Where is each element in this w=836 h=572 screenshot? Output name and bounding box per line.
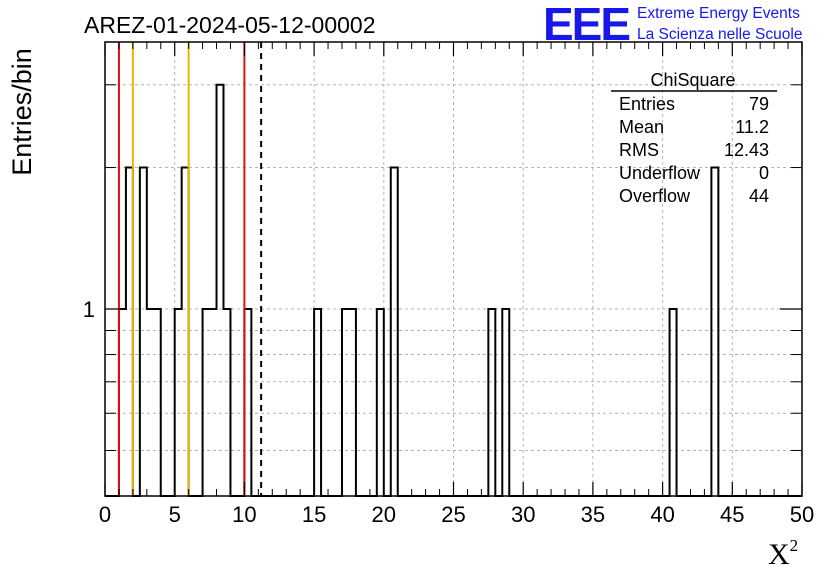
chart-title: AREZ-01-2024-05-12-00002 — [84, 12, 376, 38]
plot-frame — [104, 41, 803, 497]
stats-box: ChiSquare Entries 79 Mean 11.2 RMS 12.43 Under… — [611, 70, 777, 206]
y-axis-label: Entries/bin — [7, 48, 37, 176]
x-tick-label: 20 — [372, 502, 396, 527]
x-tick-label: 5 — [169, 502, 181, 527]
stats-title: ChiSquare — [650, 70, 735, 90]
stats-label: Underflow — [619, 163, 701, 183]
x-axis-label: X2 — [768, 536, 798, 571]
stats-label: RMS — [619, 140, 659, 160]
x-tick-label: 45 — [720, 502, 744, 527]
x-tick-label: 10 — [232, 502, 256, 527]
stats-label: Overflow — [619, 186, 691, 206]
stats-value: 44 — [749, 186, 769, 206]
stats-value: 0 — [759, 163, 769, 183]
stats-value: 79 — [749, 94, 769, 114]
x-tick-label: 30 — [511, 502, 535, 527]
x-tick-label: 25 — [441, 502, 465, 527]
stats-label: Entries — [619, 94, 675, 114]
x-tick-label: 15 — [302, 502, 326, 527]
x-tick-label: 50 — [790, 502, 814, 527]
stats-value: 12.43 — [724, 140, 769, 160]
x-tick-label: 35 — [581, 502, 605, 527]
x-tick-label: 40 — [650, 502, 674, 527]
y-tick-label: 1 — [83, 297, 95, 322]
stats-label: Mean — [619, 117, 664, 137]
logo-line-1: Extreme Energy Events — [637, 5, 800, 22]
vertical-markers — [117, 42, 263, 496]
x-tick-label: 0 — [99, 502, 111, 527]
logo-line-2: La Scienza nelle Scuole — [637, 26, 802, 43]
stats-value: 11.2 — [735, 117, 769, 137]
tick-labels: 0 5 10 15 20 25 30 35 40 45 50 1 — [83, 297, 814, 527]
